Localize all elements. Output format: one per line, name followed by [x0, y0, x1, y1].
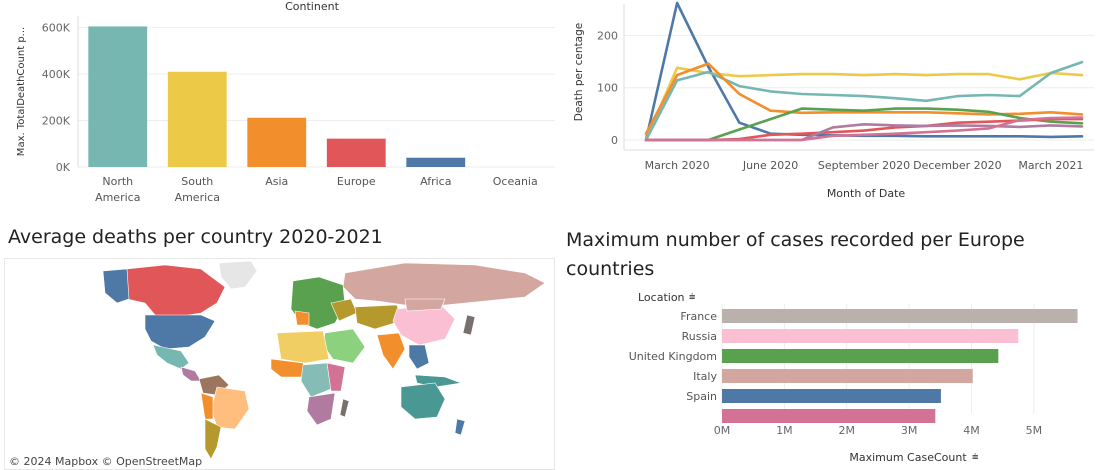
continent-bar	[247, 117, 307, 167]
death-series-line	[644, 62, 1084, 135]
map-region-alaska[interactable]	[102, 268, 130, 304]
death-x-tick-label: December 2020	[913, 159, 1002, 172]
map-attribution: © 2024 Mapbox © OpenStreetMap	[9, 455, 203, 468]
map-region-south-america-south[interactable]	[200, 392, 214, 420]
world-map[interactable]: © 2024 Mapbox © OpenStreetMap	[4, 258, 555, 470]
continent-bar	[167, 71, 227, 167]
europe-x-tick-label: 1M	[776, 424, 793, 437]
map-region-central-america[interactable]	[180, 366, 202, 382]
map-title: Average deaths per country 2020-2021	[8, 226, 383, 248]
europe-category-label: United Kingdom	[629, 350, 717, 363]
map-region-southern-africa[interactable]	[306, 392, 336, 426]
europe-bar	[722, 309, 1078, 323]
map-region-argentina[interactable]	[204, 418, 222, 460]
europe-x-tick-label: 4M	[963, 424, 980, 437]
death-y-axis-label: Death per centage	[573, 23, 585, 121]
map-region-east-africa[interactable]	[326, 362, 346, 392]
map-region-australia[interactable]	[400, 382, 446, 420]
europe-chart-title-line1: Maximum number of cases recorded per Eur…	[566, 229, 1025, 251]
death-x-axis-label: Month of Date	[827, 187, 906, 200]
map-region-middle-east[interactable]	[322, 328, 366, 364]
death-x-tick-label: March 2021	[1018, 159, 1083, 172]
europe-cases-bar-chart: Location ⩧ 0M 1M 2M 3M 4M 5M France Russia United …	[629, 290, 1078, 464]
continent-y-axis-label: Max. TotalDeathCount p...	[16, 27, 27, 156]
continent-y-tick-label: 0K	[56, 161, 71, 174]
continent-bar	[326, 138, 386, 167]
europe-sort-icon: ⩧	[689, 290, 695, 303]
death-series-line	[644, 60, 1084, 142]
map-region-mongolia[interactable]	[404, 298, 446, 312]
death-series-line	[644, 116, 1084, 142]
europe-bar	[722, 409, 936, 423]
continent-chart-title: Continent	[285, 0, 339, 13]
continent-category-label: Oceania	[493, 175, 538, 188]
map-region-southeast-asia[interactable]	[408, 344, 430, 370]
death-y-tick-label: 100	[597, 82, 618, 95]
death-x-tick-label: September 2020	[818, 159, 910, 172]
continent-category-label: South	[181, 175, 213, 188]
death-y-tick-label: 200	[597, 29, 618, 42]
continent-category-label: Asia	[265, 175, 288, 188]
continent-y-tick-label: 600K	[42, 22, 71, 35]
europe-category-label: Italy	[693, 370, 717, 383]
europe-x-sort-icon: ⩧	[972, 450, 978, 463]
continent-category-label: North	[102, 175, 133, 188]
europe-x-tick-label: 5M	[1026, 424, 1043, 437]
europe-x-axis-label: Maximum CaseCount	[849, 451, 967, 464]
continent-bar	[88, 26, 148, 168]
europe-category-label: Russia	[682, 330, 717, 343]
map-region-central-africa[interactable]	[300, 362, 332, 398]
map-region-china[interactable]	[392, 304, 456, 346]
death-series-line	[644, 66, 1084, 142]
europe-chart-title-line2: countries	[566, 258, 655, 280]
europe-chart-title: Maximum number of cases recorded per Eur…	[566, 226, 1025, 284]
world-map-canvas[interactable]	[5, 259, 554, 469]
map-region-north-america[interactable]	[126, 264, 226, 318]
map-region-new-zealand[interactable]	[454, 418, 466, 436]
death-percentage-line-chart: 0 100 200 Death per centage March 2020 June 2…	[573, 1, 1094, 200]
europe-bar	[722, 369, 973, 383]
continent-category-label: America	[175, 191, 220, 204]
europe-bar	[722, 329, 1019, 343]
map-region-japan[interactable]	[462, 314, 476, 336]
map-region-madagascar[interactable]	[339, 398, 350, 418]
europe-category-label: France	[680, 310, 717, 323]
continent-bar	[406, 157, 466, 167]
europe-bar	[722, 349, 999, 363]
europe-category-label: Spain	[686, 390, 717, 403]
map-region-united-states[interactable]	[144, 314, 216, 350]
continent-y-tick-label: 400K	[42, 68, 71, 81]
map-region-mexico[interactable]	[152, 344, 190, 370]
continent-bar-chart: Continent Max. TotalDeathCount p... 0K 200K…	[16, 0, 555, 204]
map-region-greenland[interactable]	[218, 260, 258, 290]
continent-category-label: Europe	[337, 175, 376, 188]
europe-bar	[722, 389, 941, 403]
continent-category-label: America	[95, 191, 140, 204]
death-series-line	[644, 107, 1084, 142]
europe-x-tick-label: 2M	[838, 424, 855, 437]
europe-x-tick-label: 0M	[714, 424, 731, 437]
map-region-north-africa[interactable]	[276, 330, 330, 364]
continent-category-label: Africa	[420, 175, 451, 188]
map-region-west-africa[interactable]	[270, 358, 306, 378]
map-region-india[interactable]	[376, 332, 406, 370]
map-region-brazil[interactable]	[210, 386, 250, 430]
map-region-russia[interactable]	[342, 262, 546, 306]
europe-x-tick-label: 3M	[901, 424, 918, 437]
europe-y-header: Location	[638, 291, 685, 304]
death-x-tick-label: June 2020	[742, 159, 798, 172]
continent-y-tick-label: 200K	[42, 115, 71, 128]
map-region-central-asia[interactable]	[354, 304, 402, 330]
death-y-tick-label: 0	[611, 134, 618, 147]
death-x-tick-label: March 2020	[645, 159, 710, 172]
map-region-europe-west[interactable]	[294, 310, 310, 326]
